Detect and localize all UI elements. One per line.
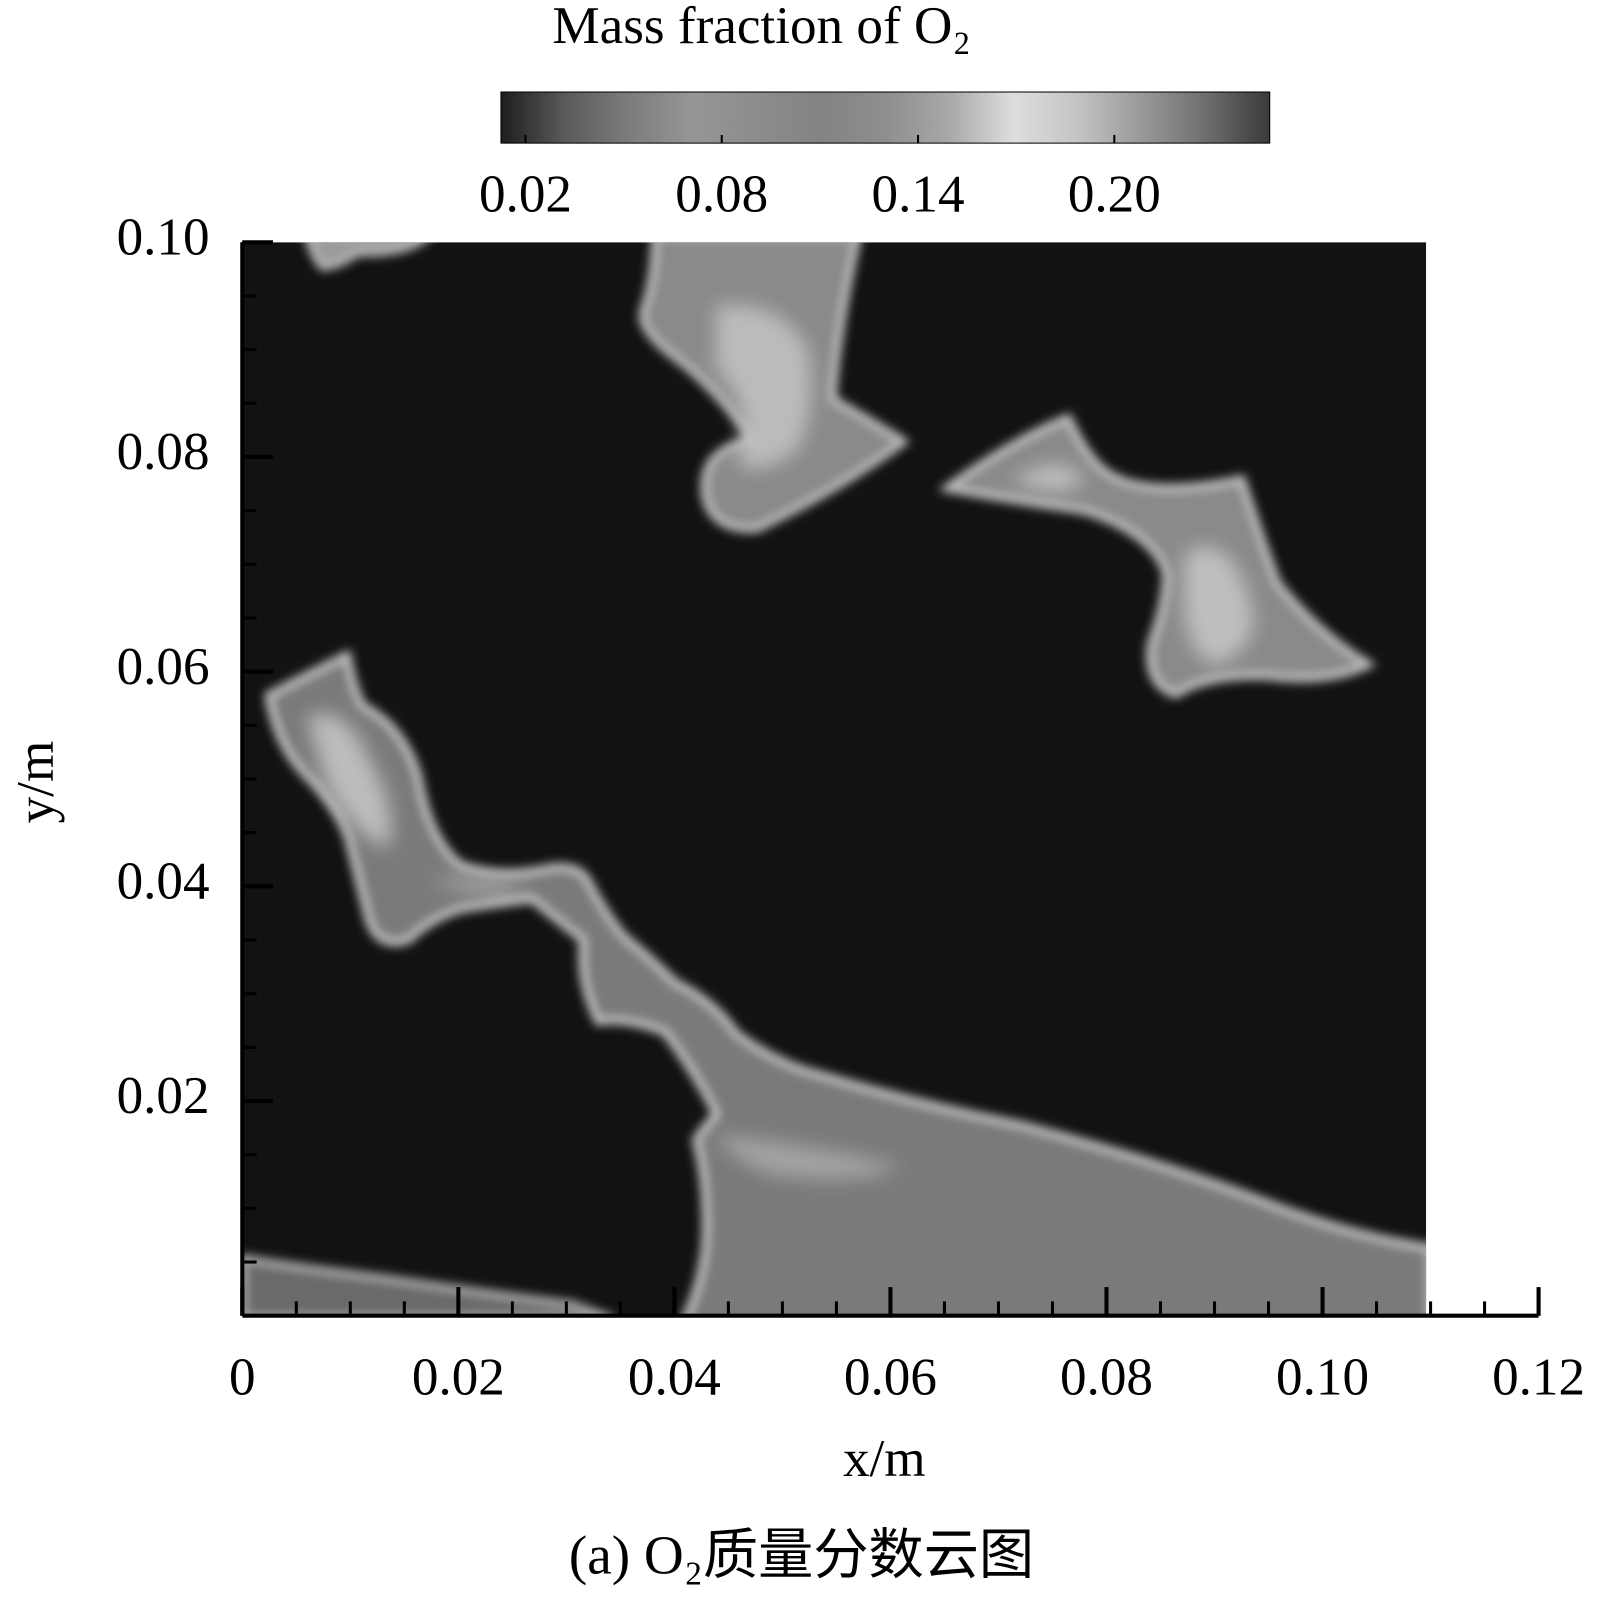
x-tick-label: 0.10 — [1276, 1348, 1369, 1406]
y-tick-label: 0.06 — [117, 638, 210, 696]
y-tick-label: 0.10 — [117, 208, 210, 266]
x-tick-label: 0.08 — [1060, 1348, 1153, 1406]
x-axis-label: x/m — [843, 1430, 926, 1488]
x-tick-label: 0.06 — [844, 1348, 937, 1406]
x-tick-label: 0.04 — [628, 1348, 721, 1406]
y-tick-label: 0.04 — [117, 853, 210, 911]
y-tick-label: 0.02 — [117, 1067, 210, 1125]
colorbar — [500, 91, 1271, 144]
colorbar-tick-label: 0.02 — [479, 166, 572, 224]
colorbar-tick-label: 0.08 — [675, 166, 768, 224]
colorbar-title: Mass fraction of O₂ — [552, 0, 970, 55]
contour-field — [242, 242, 1427, 1316]
y-axis-label: y/m — [7, 741, 65, 824]
x-tick-label: 0 — [229, 1348, 256, 1406]
caption: (a) O₂质量分数云图 — [569, 1525, 1034, 1586]
x-tick-label: 0.02 — [412, 1348, 505, 1406]
axes — [240, 240, 1541, 1318]
x-tick-label: 0.12 — [1492, 1348, 1585, 1406]
y-tick-label: 0.08 — [117, 423, 210, 481]
colorbar-tick-label: 0.14 — [872, 166, 965, 224]
colorbar-tick-label: 0.20 — [1068, 166, 1161, 224]
o2-cores — [306, 304, 1254, 1180]
